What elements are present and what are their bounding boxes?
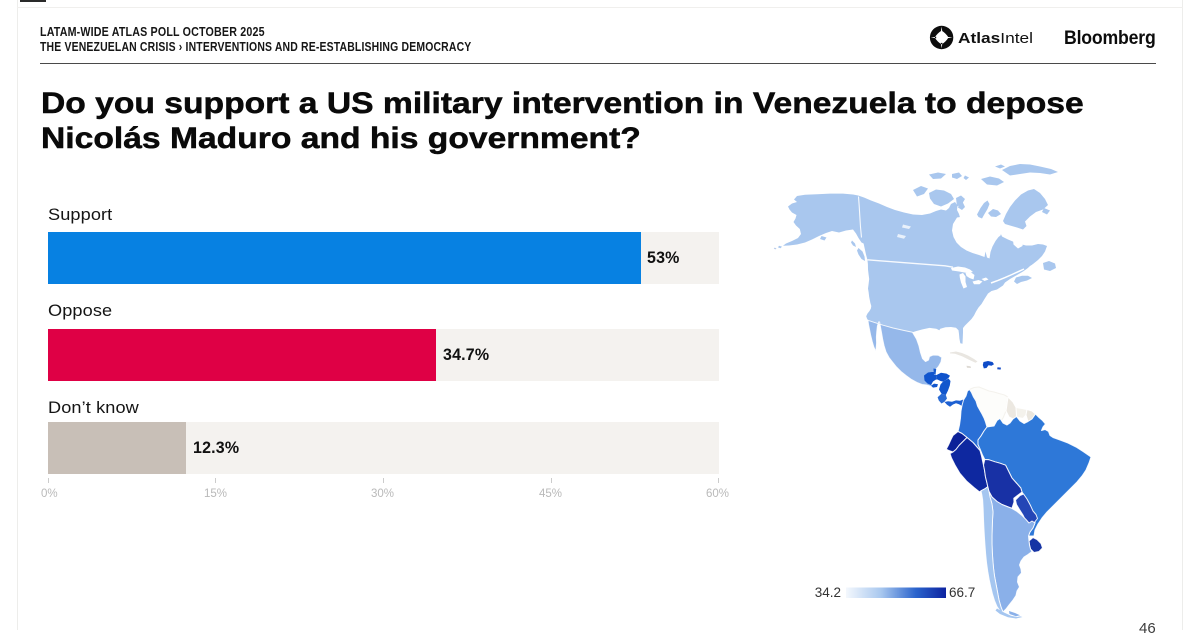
svg-text:34.2: 34.2 xyxy=(815,585,841,600)
svg-text:66.7: 66.7 xyxy=(949,585,975,600)
